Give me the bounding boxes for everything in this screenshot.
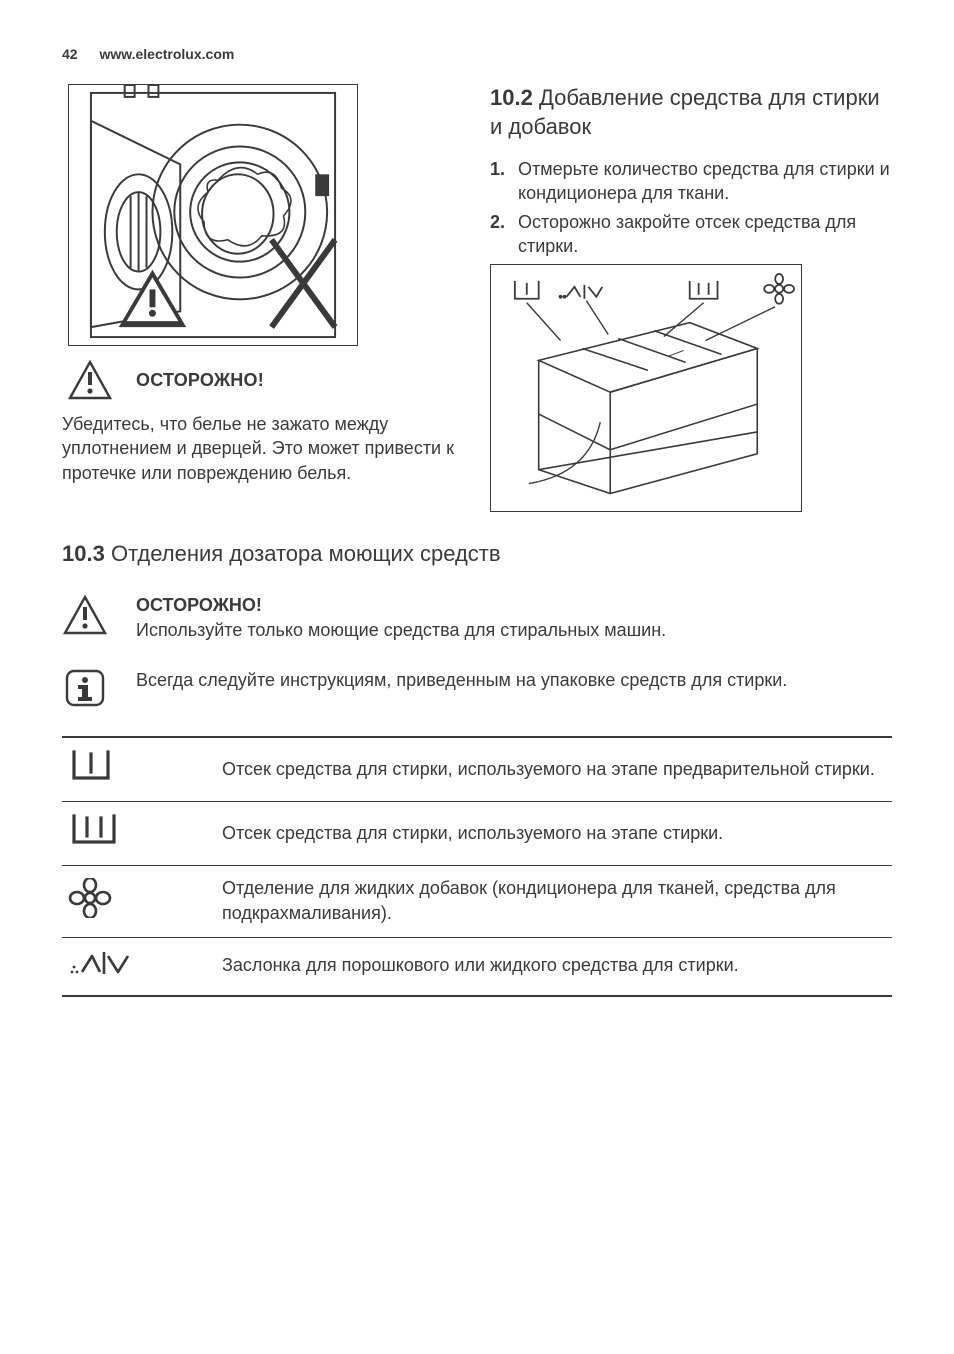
- table-row: Отсек средства для стирки, используемого…: [62, 801, 892, 865]
- page-header: 42 www.electrolux.com: [62, 46, 892, 62]
- info-icon: [64, 668, 106, 708]
- step-2: 2. Осторожно закройте отсек средства для…: [490, 210, 892, 259]
- figure-washer-door-caution: [68, 84, 358, 346]
- caution-text: Используйте только моющие средства для с…: [136, 618, 892, 642]
- compartments-table: Отсек средства для стирки, используемого…: [62, 736, 892, 997]
- step-text: Осторожно закройте отсек средства для ст…: [518, 210, 892, 259]
- table-cell-text: Заслонка для порошкового или жидкого сре…: [222, 953, 892, 977]
- softener-flower-icon: [62, 878, 202, 923]
- figure-detergent-drawer: [490, 264, 802, 512]
- site-url: www.electrolux.com: [99, 46, 234, 62]
- table-cell-text: Отсек средства для стирки, используемого…: [222, 757, 892, 781]
- warning-triangle-icon: [68, 360, 112, 400]
- info-note: Всегда следуйте инструкциям, приведенным…: [62, 668, 892, 708]
- step-num: 1.: [490, 157, 518, 206]
- step-num: 2.: [490, 210, 518, 259]
- caution-text: Убедитесь, что белье не зажато между упл…: [62, 412, 464, 485]
- step-1: 1. Отмерьте количество средства для стир…: [490, 157, 892, 206]
- warning-triangle-icon: [63, 595, 107, 635]
- detergent-flap-icon: [62, 948, 202, 983]
- table-row: Заслонка для порошкового или жидкого сре…: [62, 937, 892, 995]
- info-text: Всегда следуйте инструкциям, приведенным…: [136, 668, 892, 692]
- section-10-2-number: 10.2: [490, 85, 533, 110]
- section-10-3-heading: 10.3 Отделения дозатора моющих средств: [62, 540, 892, 569]
- steps-list: 1. Отмерьте количество средства для стир…: [490, 157, 892, 258]
- mainwash-compartment-icon: [62, 812, 202, 853]
- table-row: Отделение для жидких добавок (кондиционе…: [62, 865, 892, 937]
- caution-note: ОСТОРОЖНО! Используйте только моющие сре…: [62, 595, 892, 642]
- section-10-3-title: Отделения дозатора моющих средств: [111, 541, 501, 566]
- caution-heading: ОСТОРОЖНО!: [68, 360, 464, 400]
- page-number: 42: [62, 46, 78, 62]
- prewash-compartment-icon: [62, 748, 202, 789]
- table-row: Отсек средства для стирки, используемого…: [62, 738, 892, 801]
- section-10-2-title: Добавление средства для стирки и добавок: [490, 85, 880, 139]
- section-10-2-heading: 10.2 Добавление средства для стирки и до…: [490, 84, 892, 141]
- caution-title: ОСТОРОЖНО!: [136, 370, 264, 391]
- section-10-3-number: 10.3: [62, 541, 105, 566]
- table-cell-text: Отделение для жидких добавок (кондиционе…: [222, 876, 892, 925]
- table-cell-text: Отсек средства для стирки, используемого…: [222, 821, 892, 845]
- caution-title: ОСТОРОЖНО!: [136, 595, 892, 616]
- step-text: Отмерьте количество средства для стирки …: [518, 157, 892, 206]
